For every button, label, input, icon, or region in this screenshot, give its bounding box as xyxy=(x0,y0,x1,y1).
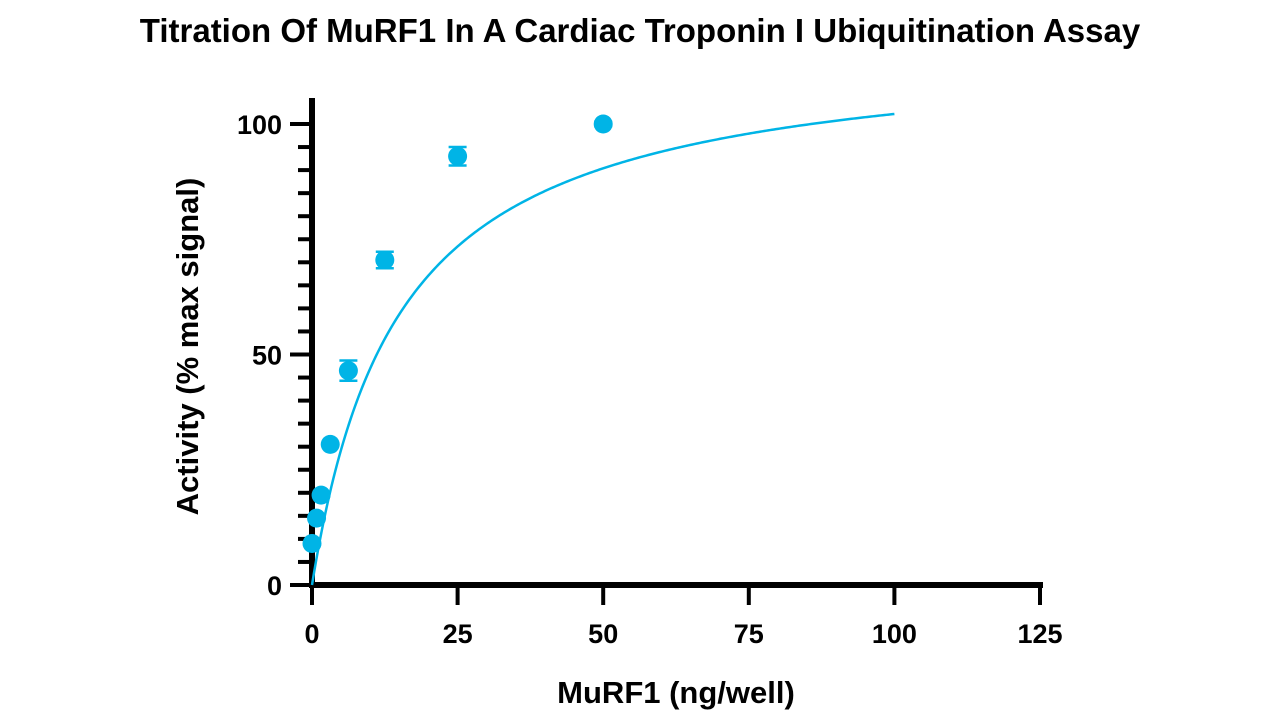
data-point xyxy=(307,508,327,528)
y-tick-label: 50 xyxy=(252,341,282,371)
fit-curve xyxy=(310,112,895,586)
data-point xyxy=(320,434,340,454)
y-tick-label: 0 xyxy=(267,571,282,601)
x-tick-label: 25 xyxy=(443,619,473,649)
y-tick-label: 100 xyxy=(237,110,282,140)
x-axis-title: MuRF1 (ng/well) xyxy=(557,675,795,710)
x-tick-label: 125 xyxy=(1017,619,1062,649)
data-point xyxy=(311,485,331,505)
y-axis-title: Activity (% max signal) xyxy=(170,178,205,516)
tick-labels: 0 25 50 75 100 125 0 50 100 xyxy=(237,110,1063,649)
chart-title: Titration Of MuRF1 In A Cardiac Troponin… xyxy=(139,12,1141,49)
data-point xyxy=(448,146,468,166)
data-point xyxy=(593,114,613,134)
data-point xyxy=(375,250,395,270)
x-tick-label: 0 xyxy=(304,619,319,649)
axes xyxy=(290,98,1043,605)
x-tick-label: 100 xyxy=(872,619,917,649)
x-tick-label: 75 xyxy=(734,619,764,649)
data-point xyxy=(302,534,322,554)
data-point xyxy=(338,361,358,381)
x-tick-label: 50 xyxy=(588,619,618,649)
data-points xyxy=(302,114,613,554)
